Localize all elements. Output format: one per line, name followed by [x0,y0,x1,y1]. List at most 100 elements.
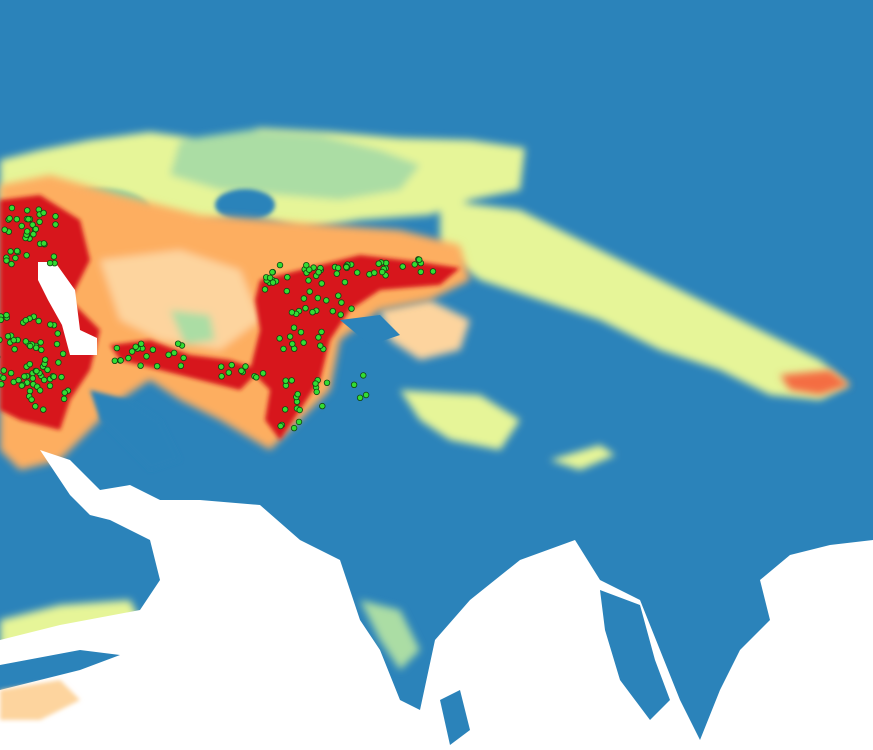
occurrence-point [343,263,350,271]
occurrence-point [7,369,15,377]
occurrence-point [29,221,36,228]
occurrence-point [30,230,37,238]
occurrence-point [53,340,61,348]
occurrence-point [337,311,344,318]
occurrence-point [323,379,331,386]
occurrence-point [52,213,59,220]
occurrence-point [117,357,124,364]
occurrence-point [29,375,36,382]
occurrence-point [312,380,319,387]
occurrence-point [21,373,28,380]
region [360,600,420,670]
occurrence-point [333,270,340,277]
occurrence-point [40,240,48,247]
occurrence-point [47,321,54,328]
occurrence-point [6,215,13,222]
occurrence-point [276,261,284,269]
occurrence-point [8,204,16,212]
occurrence-point [335,292,342,299]
occurrence-point [22,317,29,324]
occurrence-point [149,346,157,353]
occurrence-point [22,338,29,345]
occurrence-point [32,225,39,233]
occurrence-point [26,387,34,395]
occurrence-point [165,351,172,358]
occurrence-point [354,269,361,276]
occurrence-point [36,218,43,225]
occurrence-point [335,264,342,272]
occurrence-point [399,263,406,270]
occurrence-point [280,345,287,353]
occurrence-point [286,333,294,340]
occurrence-point [302,305,309,312]
occurrence-point [371,269,378,276]
occurrence-point [128,348,136,355]
occurrence-point [3,311,10,319]
occurrence-point [305,277,312,284]
occurrence-point [323,297,330,304]
occurrence-point [282,406,289,413]
occurrence-point [12,254,19,262]
occurrence-point [111,357,118,364]
medium-suitability [0,175,850,470]
occurrence-point [306,266,313,273]
occurrence-point [15,376,22,384]
occurrence-point [61,389,68,396]
occurrence-point [25,215,32,223]
sea [440,690,470,745]
occurrence-point [0,316,4,323]
occurrence-point [46,259,54,267]
occurrence-point [417,268,424,276]
occurrence-point [180,354,187,362]
occurrence-point [296,406,303,414]
occurrence-point [143,353,150,360]
occurrence-point [60,395,68,403]
occurrence-point [306,288,313,295]
occurrence-point [225,369,232,376]
occurrence-point [8,260,15,268]
occurrence-point [41,376,48,384]
occurrence-point [290,424,298,432]
occurrence-point [170,349,178,357]
occurrence-point [44,366,51,373]
occurrence-point [54,330,61,337]
occurrence-point [411,261,418,268]
occurrence-point [7,248,14,255]
occurrence-point [356,394,364,401]
occurrence-point [317,342,324,349]
occurrence-point [125,354,132,362]
occurrence-point [416,256,423,263]
occurrence-point [269,279,277,286]
occurrence-point [289,340,296,348]
occurrence-point [24,228,31,235]
occurrence-point [38,346,45,354]
occurrence-point [42,356,49,363]
occurrence-point [329,308,336,315]
region [170,130,420,200]
occurrence-point [113,344,121,352]
occurrence-point [26,361,33,368]
occurrence-point [13,247,21,255]
region [100,250,260,350]
occurrence-point [46,382,54,389]
occurrence-point [50,253,58,260]
occurrence-point [0,374,7,382]
occurrence-point [318,280,325,287]
region [170,310,215,345]
occurrence-point [314,294,321,302]
occurrence-point [228,361,235,369]
region [440,200,850,400]
occurrence-point [37,339,44,346]
occurrence-point [242,363,249,370]
lake [215,189,275,221]
occurrence-point [283,287,290,295]
occurrence-point [300,295,308,302]
occurrence-point [315,334,322,341]
occurrence-point [341,279,349,286]
occurrence-point [259,370,267,377]
occurrence-point [137,340,145,347]
sea [600,590,670,720]
occurrence-point [284,274,291,281]
